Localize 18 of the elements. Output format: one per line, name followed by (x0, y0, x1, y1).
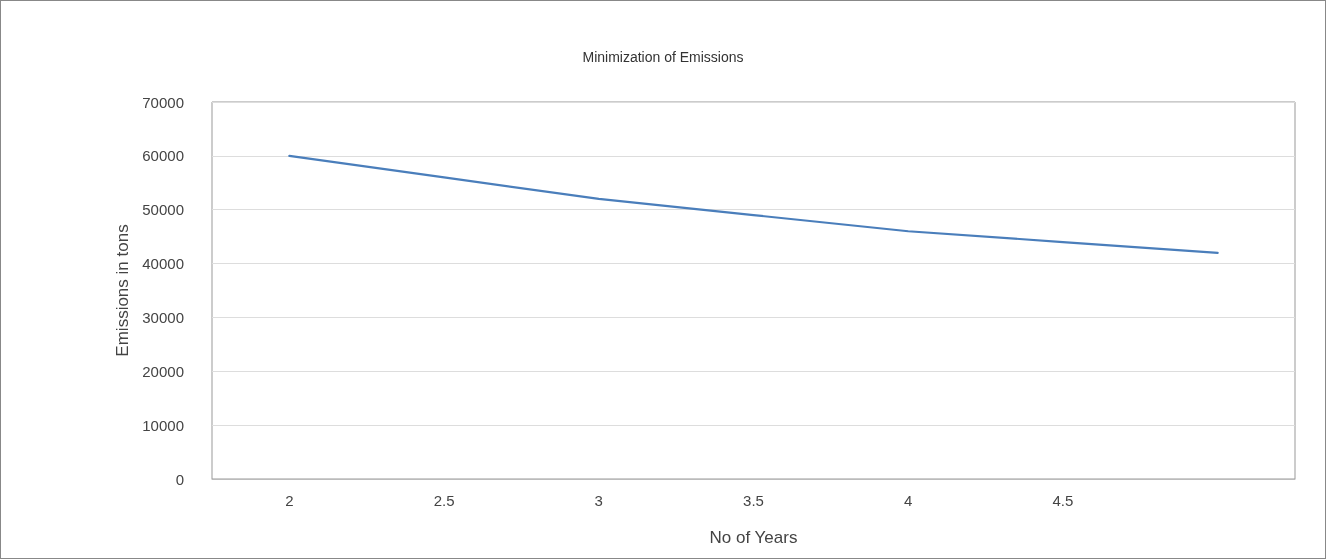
y-tick-label: 70000 (142, 93, 184, 111)
y-tick-label: 30000 (142, 308, 184, 326)
y-tick-label: 60000 (142, 147, 184, 165)
y-axis-title: Emissions in tons (113, 224, 133, 357)
y-tick-label: 20000 (142, 362, 184, 380)
x-tick-label: 2 (285, 492, 294, 509)
y-tick-label: 50000 (142, 201, 184, 219)
line-series (288, 154, 1219, 254)
x-tick-label: 2.5 (433, 492, 455, 509)
y-tick-label: 10000 (142, 416, 184, 434)
x-tick-label: 4.5 (1052, 492, 1074, 509)
x-axis-title: No of Years (709, 528, 798, 547)
x-tick-label: 3.5 (743, 492, 764, 509)
x-tick-label: 3 (594, 492, 603, 509)
x-tick-label: 4 (904, 492, 913, 509)
y-tick-label: 0 (175, 470, 184, 488)
y-tick-label: 40000 (142, 255, 184, 273)
chart-title: Minimization of Emissions (582, 49, 744, 65)
